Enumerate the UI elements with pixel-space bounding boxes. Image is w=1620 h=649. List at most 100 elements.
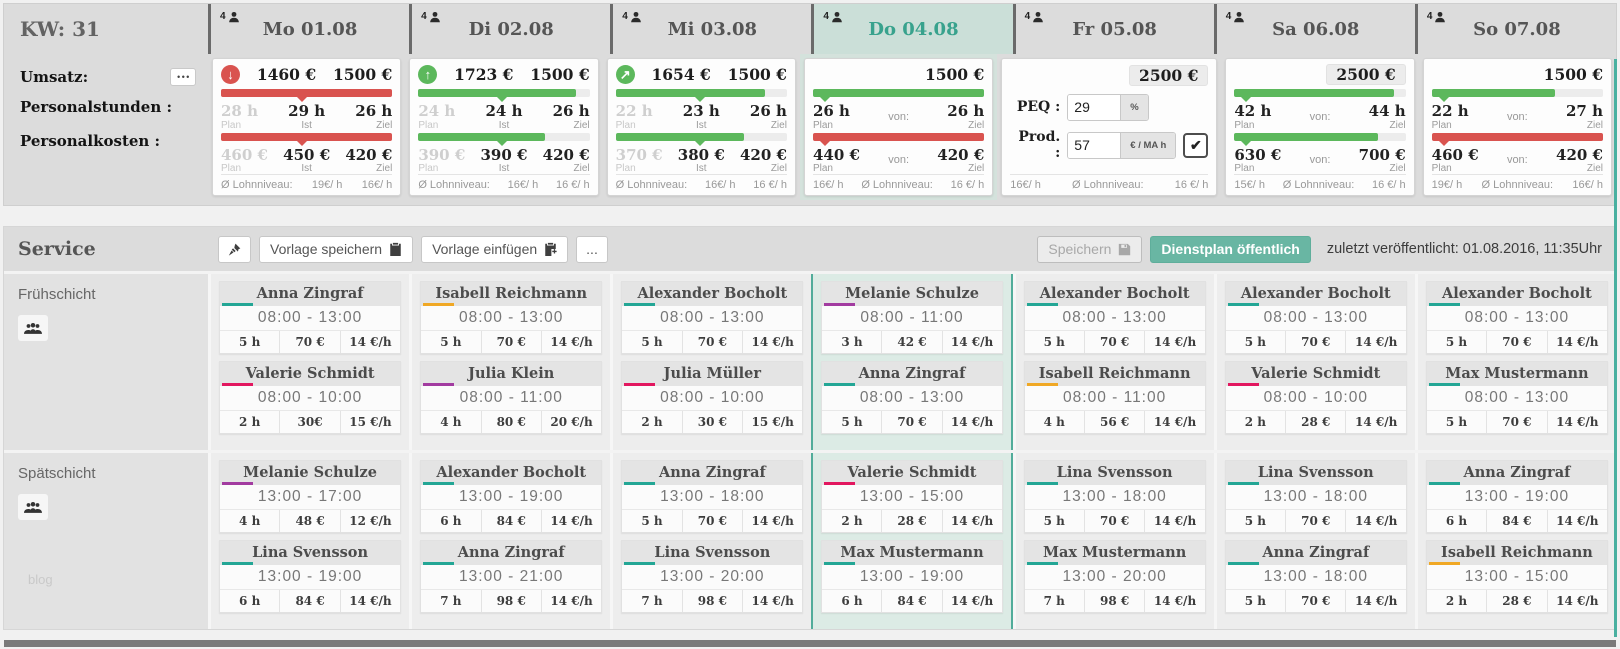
shift-time: 08:00 - 13:00 [1225,306,1406,331]
shift-stats: 7 h 98 €14 €/h [1025,590,1205,612]
more-options-button[interactable]: ... [576,235,608,263]
shift-card[interactable]: Lina Svensson 13:00 - 20:00 7 h 98 €14 €/h [621,540,804,613]
shift-employee: Anna Zingraf [822,362,1002,386]
day-header-di[interactable]: 4 Di 02.08 [409,4,610,54]
shift-stats: 4 h 80 €20 €/h [421,411,601,433]
shift-card[interactable]: Valerie Schmidt 08:00 - 10:00 2 h 28 €14 €/… [1224,361,1407,434]
insert-template-button[interactable]: Vorlage einfügen [421,235,569,263]
shift-stats: 6 h 84 €14 €/h [220,590,400,612]
shift-card[interactable]: Julia Müller 08:00 - 10:00 2 h 30 €15 €/h [621,361,804,434]
shift-time: 13:00 - 20:00 [1024,565,1205,590]
shift-card[interactable]: Lina Svensson 13:00 - 18:00 5 h 70 €14 €/h [1023,460,1206,533]
shift-employee: Valerie Schmidt [1225,362,1406,386]
shift-time: 08:00 - 13:00 [1024,306,1205,331]
shift-card[interactable]: Isabell Reichmann 08:00 - 11:00 4 h 56 €14 … [1023,361,1206,434]
shift-card[interactable]: Melanie Schulze 08:00 - 11:00 3 h 42 €14 €/… [821,281,1003,354]
shift-stats: 4 h 48 €12 €/h [220,510,400,532]
umsatz-ziel: 1500 € [727,65,787,85]
euro-per-mah-unit: € / MA h [1120,132,1176,158]
shift-time: 13:00 - 18:00 [622,485,803,510]
shift-card[interactable]: Alexander Bocholt 08:00 - 13:00 5 h 70 €14 … [1425,281,1608,354]
shift-cell-do-selected: Melanie Schulze 08:00 - 11:00 3 h 42 €14 €/… [811,274,1013,450]
shift-card[interactable]: Valerie Schmidt 13:00 - 15:00 2 h 28 €14 €/… [821,460,1003,533]
employee-color-bar [824,562,856,565]
shift-card[interactable]: Anna Zingraf 13:00 - 18:00 5 h 70 €14 €/h [1224,540,1407,613]
shift-card[interactable]: Anna Zingraf 13:00 - 18:00 5 h 70 €14 €/h [621,460,804,533]
shift-card[interactable]: Anna Zingraf 08:00 - 13:00 5 h 70 €14 €/h [219,281,402,354]
peq-input[interactable] [1068,94,1121,120]
save-button[interactable]: Speichern [1037,235,1143,263]
shift-employee: Lina Svensson [1024,461,1205,485]
bottom-scrollbar[interactable] [4,640,1616,647]
group-icon[interactable] [18,315,48,341]
shift-card[interactable]: Lina Svensson 13:00 - 18:00 5 h 70 €14 €/h [1224,460,1407,533]
shift-employee: Anna Zingraf [1225,541,1406,565]
shift-employee: Anna Zingraf [1426,461,1607,485]
prod-input[interactable] [1068,132,1121,158]
publish-schedule-button[interactable]: Dienstplan öffentlich [1150,235,1311,263]
section-title: Service [18,238,96,260]
umsatz-ziel-field[interactable]: 2500 € [1326,64,1406,86]
pin-button[interactable] [218,235,251,263]
day-header-mo[interactable]: 4 Mo 01.08 [208,4,409,54]
shift-time: 13:00 - 20:00 [622,565,803,590]
shift-employee: Max Mustermann [1426,362,1607,386]
kpi-card: 1500 € 26 h Plan von: 26 h Ziel 440 € Plan von… [803,58,994,196]
person-icon [1234,11,1245,23]
employee-color-bar [624,482,656,485]
day-header-fr[interactable]: 4 Fr 05.08 [1012,4,1214,54]
umsatz-ziel-field[interactable]: 2500 € [1129,64,1209,86]
shift-time: 08:00 - 13:00 [1426,306,1607,331]
day-header-mi[interactable]: 4 Mi 03.08 [610,4,811,54]
shift-time: 13:00 - 19:00 [1426,485,1607,510]
shift-employee: Isabell Reichmann [1426,541,1607,565]
shift-card[interactable]: Alexander Bocholt 08:00 - 13:00 5 h 70 €14 … [621,281,804,354]
shift-stats: 5 h 70 €14 €/h [1427,331,1607,353]
shift-card[interactable]: Max Mustermann 13:00 - 20:00 7 h 98 €14 €/h [1023,540,1206,613]
day-header-sa[interactable]: 4 Sa 06.08 [1213,4,1415,54]
shift-stats: 5 h 70 €14 €/h [1025,331,1205,353]
day-header-do-selected[interactable]: 4 Do 04.08 [811,4,1013,54]
employee-count: 4 [622,11,642,23]
shift-card[interactable]: Alexander Bocholt 08:00 - 13:00 5 h 70 €14 … [1023,281,1206,354]
umsatz-more-button[interactable]: ... [170,68,196,86]
shift-time: 13:00 - 19:00 [421,485,602,510]
save-template-button[interactable]: Vorlage speichern [259,235,414,263]
shift-card[interactable]: Lina Svensson 13:00 - 19:00 6 h 84 €14 €/h [219,540,402,613]
shift-card[interactable]: Valerie Schmidt 08:00 - 10:00 2 h 30€ 15 €/h [219,361,402,434]
save-label: Speichern [1048,241,1112,257]
employee-count: 4 [220,11,240,23]
kpi-panel: KW: 31 4 Mo 01.08 4 Di 02.08 4 Mi 03.08 4 Do… [3,3,1617,206]
confirm-check-button[interactable]: ✔ [1183,132,1209,158]
shift-card[interactable]: Alexander Bocholt 08:00 - 13:00 5 h 70 €14 … [1224,281,1407,354]
kpi-cell-sa: 2500 € 42 h Plan von: 44 h Ziel 630 € Plan von… [1221,54,1418,200]
shift-cell-di: Alexander Bocholt 13:00 - 19:00 6 h 84 €14 … [409,453,611,629]
shift-card[interactable]: Isabell Reichmann 13:00 - 15:00 2 h 28 €14 … [1425,540,1608,613]
shift-card[interactable]: Alexander Bocholt 13:00 - 19:00 6 h 84 €14 … [420,460,603,533]
group-icon[interactable] [18,494,48,520]
hours-bar [418,89,590,103]
clipboard-paste-icon [545,242,557,256]
shift-card[interactable]: Anna Zingraf 13:00 - 19:00 6 h 84 €14 €/h [1425,460,1608,533]
shift-card[interactable]: Anna Zingraf 08:00 - 13:00 5 h 70 €14 €/h [821,361,1003,434]
employee-color-bar [1428,303,1460,306]
shift-card[interactable]: Melanie Schulze 13:00 - 17:00 4 h 48 €12 €/… [219,460,402,533]
shift-time: 13:00 - 18:00 [1024,485,1205,510]
shift-card[interactable]: Julia Klein 08:00 - 11:00 4 h 80 €20 €/h [420,361,603,434]
costs-values: 630 € Plan von: 700 € Ziel [1234,145,1406,175]
trend-up-icon: ↑ [418,65,438,85]
shift-card[interactable]: Anna Zingraf 13:00 - 21:00 7 h 98 €14 €/h [420,540,603,613]
kpi-cell-di: ↑ 1723 € 1500 € 24 h Plan 24 h Ist 26 h Ziel 39… [405,54,602,200]
shift-card[interactable]: Isabell Reichmann 08:00 - 13:00 5 h 70 €14 … [420,281,603,354]
shift-employee: Julia Müller [622,362,803,386]
umsatz-ist: 1723 € [454,65,514,85]
shift-time: 08:00 - 11:00 [822,306,1002,331]
day-header-so[interactable]: 4 So 07.08 [1414,4,1616,54]
shift-card[interactable]: Max Mustermann 08:00 - 13:00 5 h 70 €14 €/h [1425,361,1608,434]
employee-color-bar [222,562,253,565]
employee-color-bar [1227,383,1259,386]
hours-values: 28 h Plan 29 h Ist 26 h Ziel [221,102,393,131]
shift-employee: Anna Zingraf [622,461,803,485]
shift-stats: 5 h 70 €14 €/h [822,411,1001,433]
shift-card[interactable]: Max Mustermann 13:00 - 19:00 6 h 84 €14 €/h [821,540,1003,613]
